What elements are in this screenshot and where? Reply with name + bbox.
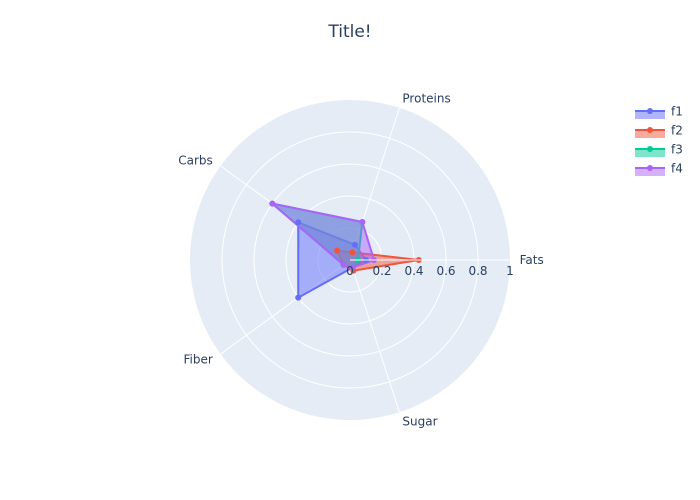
radial-tick-label: 1	[506, 264, 514, 278]
data-point-f1	[295, 219, 302, 226]
radial-tick-label: 0.8	[468, 264, 487, 278]
legend-marker	[647, 146, 653, 152]
legend-marker	[647, 108, 653, 114]
legend-swatch	[635, 168, 665, 176]
legend-label: f2	[671, 124, 683, 138]
legend-item: f2	[635, 124, 683, 138]
legend-marker	[647, 127, 653, 133]
radial-tick-label: 0.6	[436, 264, 455, 278]
data-point-f4	[349, 264, 356, 271]
legend-swatch	[635, 149, 665, 157]
axis-label-fats: Fats	[520, 253, 544, 267]
legend-label: f3	[671, 143, 683, 157]
data-point-f2	[334, 247, 341, 254]
data-point-f4	[359, 218, 366, 225]
legend-item: f4	[635, 162, 683, 176]
legend-swatch	[635, 111, 665, 119]
axis-label-proteins: Proteins	[402, 92, 450, 106]
data-point-f4	[269, 200, 276, 207]
axis-label-sugar: Sugar	[402, 414, 437, 428]
data-point-f1	[351, 241, 358, 248]
axis-label-fiber: Fiber	[183, 353, 212, 367]
data-point-f2	[349, 249, 356, 256]
radial-tick-label: 0.2	[372, 264, 391, 278]
legend-item: f3	[635, 143, 683, 157]
radial-tick-label: 0	[346, 264, 354, 278]
angular-gridline	[349, 259, 400, 413]
legend-marker	[647, 165, 653, 171]
data-point-f1	[295, 294, 302, 301]
radial-tick-label: 0.4	[404, 264, 423, 278]
legend-label: f4	[671, 162, 683, 176]
data-point-f4	[340, 261, 347, 268]
axis-label-carbs: Carbs	[178, 153, 213, 167]
legend-swatch	[635, 130, 665, 138]
legend: f1 f2 f3 f4	[635, 105, 683, 176]
chart-title: Title!	[327, 22, 371, 42]
plot-area: 0 0.2 0.4 0.6 0.8 1 Fats Proteins Carbs Fiber Suga…	[178, 92, 543, 429]
legend-label: f1	[671, 105, 683, 119]
legend-item: f1	[635, 105, 683, 119]
